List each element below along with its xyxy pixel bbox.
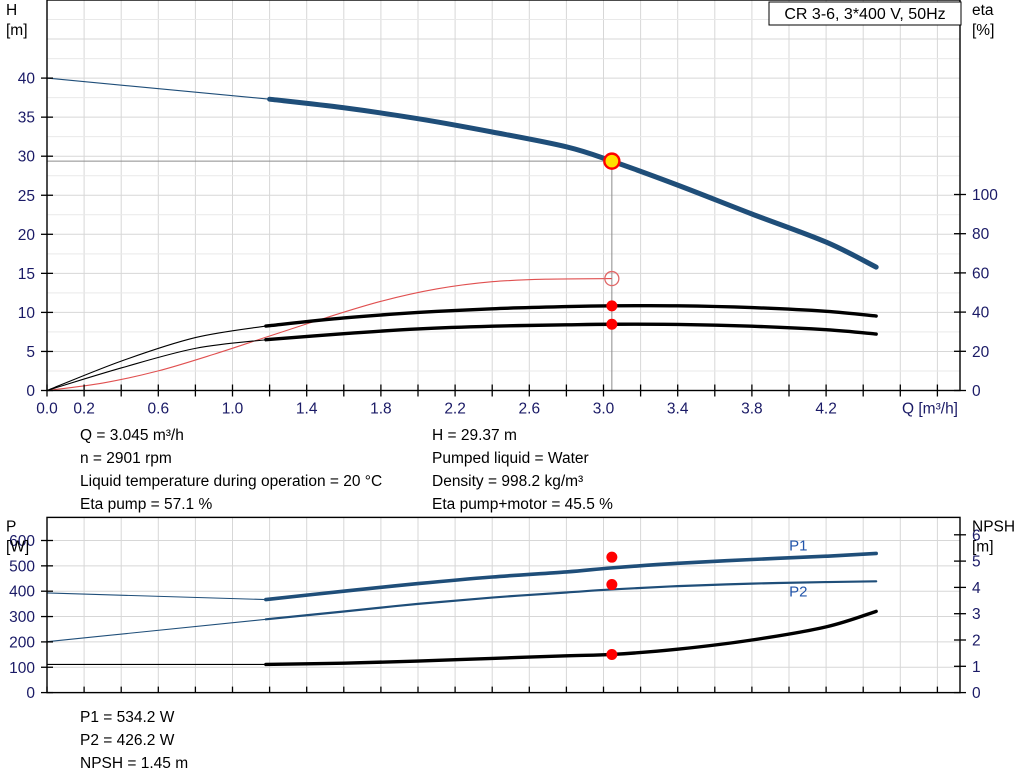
svg-text:3.4: 3.4 — [667, 401, 689, 418]
svg-text:0.0: 0.0 — [36, 401, 58, 418]
svg-text:[%]: [%] — [972, 22, 994, 39]
svg-text:1.8: 1.8 — [370, 401, 392, 418]
svg-text:3: 3 — [972, 606, 981, 623]
svg-text:30: 30 — [18, 149, 36, 166]
svg-text:NPSH: NPSH — [972, 518, 1015, 535]
svg-text:40: 40 — [972, 305, 990, 322]
svg-text:P1: P1 — [789, 538, 807, 555]
svg-text:15: 15 — [18, 266, 35, 283]
svg-text:300: 300 — [9, 609, 35, 626]
svg-text:100: 100 — [9, 660, 35, 677]
svg-text:Q [m³/h]: Q [m³/h] — [902, 401, 958, 418]
svg-text:60: 60 — [972, 265, 990, 282]
svg-text:0: 0 — [972, 383, 981, 400]
svg-text:2.6: 2.6 — [519, 401, 541, 418]
svg-text:0.6: 0.6 — [148, 401, 170, 418]
svg-text:100: 100 — [972, 187, 998, 204]
svg-text:H: H — [6, 2, 17, 19]
svg-text:2: 2 — [972, 633, 981, 650]
svg-text:0.2: 0.2 — [73, 401, 95, 418]
svg-text:5: 5 — [26, 344, 35, 361]
svg-text:25: 25 — [18, 188, 35, 205]
svg-text:P: P — [6, 518, 16, 535]
svg-text:20: 20 — [972, 344, 990, 361]
svg-text:500: 500 — [9, 558, 35, 575]
svg-text:[m]: [m] — [972, 538, 994, 555]
svg-text:CR 3-6, 3*400 V, 50Hz: CR 3-6, 3*400 V, 50Hz — [784, 6, 945, 23]
svg-text:0: 0 — [972, 685, 981, 702]
svg-text:10: 10 — [18, 305, 36, 322]
svg-text:1.4: 1.4 — [296, 401, 318, 418]
svg-text:20: 20 — [18, 227, 36, 244]
svg-text:4: 4 — [972, 580, 981, 597]
svg-text:80: 80 — [972, 226, 990, 243]
svg-text:3.8: 3.8 — [741, 401, 763, 418]
svg-text:1.0: 1.0 — [222, 401, 244, 418]
svg-text:0: 0 — [26, 685, 35, 702]
svg-text:[W]: [W] — [6, 538, 29, 555]
svg-text:P2: P2 — [789, 583, 807, 600]
svg-text:35: 35 — [18, 110, 35, 127]
svg-text:eta: eta — [972, 2, 994, 19]
svg-text:0: 0 — [26, 383, 35, 400]
svg-text:1: 1 — [972, 659, 981, 676]
svg-text:2.2: 2.2 — [444, 401, 466, 418]
svg-text:200: 200 — [9, 634, 35, 651]
svg-text:400: 400 — [9, 584, 35, 601]
svg-text:40: 40 — [18, 71, 36, 88]
svg-text:4.2: 4.2 — [815, 401, 837, 418]
svg-text:3.0: 3.0 — [593, 401, 615, 418]
svg-text:[m]: [m] — [6, 22, 28, 39]
svg-text:5: 5 — [972, 554, 981, 571]
